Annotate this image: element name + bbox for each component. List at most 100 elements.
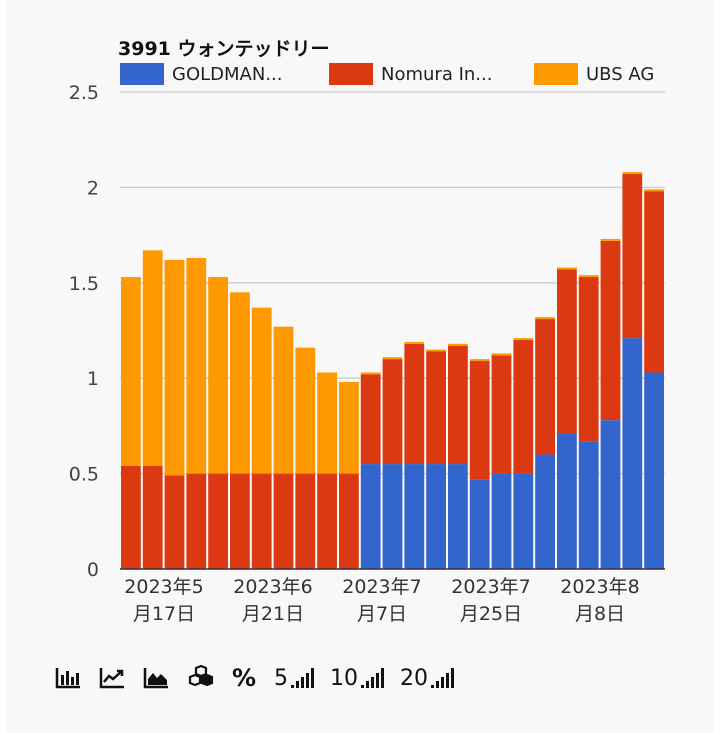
bar-segment-ubs bbox=[600, 238, 621, 241]
x-tick-label: 月21日 bbox=[242, 603, 304, 625]
bar-segment-nomura bbox=[404, 343, 425, 465]
legend-swatch bbox=[120, 63, 164, 85]
bar-segment-goldman bbox=[600, 420, 621, 569]
bar-segment-goldman bbox=[404, 464, 425, 569]
range-20-button[interactable]: 20 bbox=[400, 665, 455, 691]
bar-segment-nomura bbox=[557, 269, 577, 434]
bar-segment-goldman bbox=[557, 433, 577, 569]
x-tick-label: 2023年6 bbox=[233, 576, 312, 598]
chart-title: 3991 ウォンテッドリー bbox=[118, 38, 330, 60]
bar-segment-ubs bbox=[491, 353, 512, 356]
area-chart-icon[interactable] bbox=[142, 665, 170, 691]
bar-segment-ubs bbox=[535, 317, 555, 320]
line-chart-icon[interactable] bbox=[98, 665, 126, 691]
legend-label: GOLDMAN... bbox=[172, 63, 283, 85]
bar-segment-goldman bbox=[578, 441, 599, 569]
range-20-label: 20 bbox=[400, 665, 429, 691]
x-tick-label: 2023年5 bbox=[124, 576, 203, 598]
bar-segment-nomura bbox=[317, 473, 337, 569]
bar-segment-nomura bbox=[578, 277, 599, 442]
y-tick-label: 0 bbox=[87, 559, 99, 581]
bar-segment-nomura bbox=[121, 465, 141, 569]
bar-segment-nomura bbox=[230, 473, 250, 569]
bar-segment-nomura bbox=[622, 174, 643, 339]
bar-segment-nomura bbox=[164, 475, 185, 569]
signal-bars-icon bbox=[431, 668, 455, 688]
bar-segment-ubs bbox=[230, 292, 250, 474]
bar-segment-goldman bbox=[426, 464, 446, 569]
range-5-label: 5 bbox=[274, 665, 289, 691]
bar-segment-ubs bbox=[121, 277, 141, 466]
percent-icon: % bbox=[232, 664, 257, 692]
bar-segment-ubs bbox=[382, 357, 403, 360]
bar-segment-ubs bbox=[251, 307, 272, 474]
bar-chart-icon[interactable] bbox=[54, 665, 82, 691]
bar-segment-ubs bbox=[513, 338, 534, 341]
bar-segment-goldman bbox=[535, 454, 555, 569]
bar-segment-nomura bbox=[295, 473, 316, 569]
bar-segment-ubs bbox=[469, 359, 490, 362]
bar-segment-ubs bbox=[142, 250, 163, 466]
bar-segment-ubs bbox=[622, 172, 643, 175]
range-10-button[interactable]: 10 bbox=[330, 665, 385, 691]
bar-segment-nomura bbox=[513, 340, 534, 474]
bar-segment-nomura bbox=[360, 374, 381, 465]
legend-item-ubs[interactable]: UBS AG bbox=[534, 62, 654, 86]
bar-segment-goldman bbox=[360, 464, 381, 569]
x-tick-label: 月25日 bbox=[460, 603, 522, 625]
signal-bars-icon bbox=[361, 668, 385, 688]
y-tick-label: 1 bbox=[87, 368, 99, 390]
y-tick-label: 1.5 bbox=[69, 273, 99, 295]
x-tick-label: 月8日 bbox=[575, 603, 625, 625]
y-tick-label: 2 bbox=[87, 177, 99, 199]
bar-segment-ubs bbox=[339, 382, 359, 474]
bar-segment-goldman bbox=[622, 338, 643, 569]
x-tick-label: 月17日 bbox=[133, 603, 195, 625]
bar-segment-ubs bbox=[317, 372, 337, 474]
y-tick-label: 2.5 bbox=[69, 82, 99, 104]
x-tick-label: 2023年7 bbox=[342, 576, 421, 598]
bar-segment-ubs bbox=[426, 349, 446, 352]
bar-segment-ubs bbox=[404, 341, 425, 344]
stacked-boxes-icon[interactable] bbox=[186, 665, 216, 691]
bar-segment-nomura bbox=[186, 473, 207, 569]
bar-segment-ubs bbox=[164, 259, 185, 476]
legend-label: Nomura In... bbox=[381, 63, 493, 85]
bar-segment-nomura bbox=[142, 465, 163, 569]
bar-segment-goldman bbox=[644, 372, 664, 569]
legend-swatch bbox=[534, 63, 578, 85]
range-10-label: 10 bbox=[330, 665, 359, 691]
signal-bars-icon bbox=[291, 668, 315, 688]
bar-segment-ubs bbox=[578, 275, 599, 278]
bar-segment-nomura bbox=[644, 191, 664, 373]
bar-segment-goldman bbox=[382, 464, 403, 569]
percent-button[interactable]: % bbox=[232, 664, 258, 692]
bar-segment-nomura bbox=[491, 355, 512, 474]
bar-segment-ubs bbox=[360, 372, 381, 375]
bar-segment-nomura bbox=[535, 319, 555, 455]
legend-swatch bbox=[329, 63, 373, 85]
legend-label: UBS AG bbox=[586, 63, 655, 85]
bar-segment-ubs bbox=[208, 277, 228, 474]
bar-segment-nomura bbox=[426, 351, 446, 465]
bar-segment-ubs bbox=[186, 257, 207, 474]
range-5-button[interactable]: 5 bbox=[274, 665, 315, 691]
bar-segment-nomura bbox=[208, 473, 228, 569]
bar-segment-nomura bbox=[339, 473, 359, 569]
x-tick-label: 2023年8 bbox=[560, 576, 639, 598]
bar-segment-goldman bbox=[513, 473, 534, 569]
bar-segment-goldman bbox=[491, 473, 512, 569]
legend-item-nomura[interactable]: Nomura In... bbox=[329, 62, 492, 86]
chart-toolbar: % 5 10 20 bbox=[54, 662, 470, 694]
bar-segment-goldman bbox=[469, 479, 490, 569]
bar-segment-ubs bbox=[273, 326, 294, 474]
x-tick-label: 月7日 bbox=[357, 603, 407, 625]
bar-segment-ubs bbox=[557, 267, 577, 270]
x-tick-label: 2023年7 bbox=[451, 576, 530, 598]
bar-segment-ubs bbox=[295, 347, 316, 474]
bar-segment-nomura bbox=[273, 473, 294, 569]
bar-segment-ubs bbox=[644, 189, 664, 192]
legend-item-goldman[interactable]: GOLDMAN... bbox=[120, 62, 282, 86]
bar-segment-goldman bbox=[448, 464, 468, 569]
